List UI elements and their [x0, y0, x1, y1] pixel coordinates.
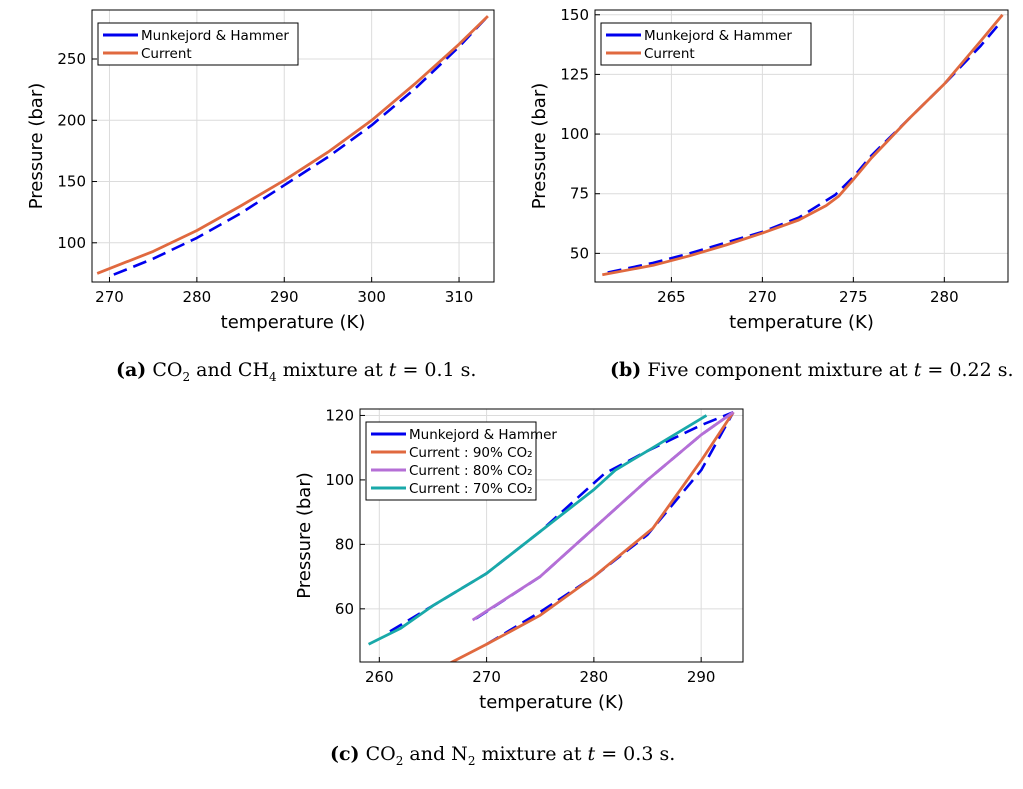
caption-a-pre: CO	[152, 359, 183, 381]
chart-a-legend-label-0: Munkejord & Hammer	[141, 28, 289, 44]
chart-a-frame	[91, 9, 495, 283]
chart-a-ytick-label-2: 200	[57, 111, 86, 129]
chart-a-xlabel: temperature (K)	[221, 312, 366, 333]
caption-c: (c) CO2 and N2 mixture at t = 0.3 s.	[330, 743, 675, 768]
chart-b-legend	[600, 22, 812, 66]
chart-c-legend-label-3: Current : 70% CO₂	[409, 481, 533, 497]
chart-c-xtick-label-1: 270	[472, 668, 501, 686]
chart-b-legend-label-0: Munkejord & Hammer	[644, 28, 792, 44]
chart-b-ytick-label-0: 50	[570, 244, 589, 262]
chart-a-ytick-label-1: 150	[57, 173, 86, 191]
caption-c-post: mixture at	[475, 743, 588, 765]
chart-c-svg: 260 270 280 290 60 80 100 120 temperature (K) Pre…	[294, 406, 744, 713]
chart-b-series-1	[602, 13, 1004, 277]
chart-c-legend-label-0: Munkejord & Hammer	[409, 427, 557, 443]
chart-panel-a: 270 280 290 300 310 100 150 200 250 temperature (…	[0, 0, 510, 345]
chart-b-series-0	[607, 23, 1000, 274]
chart-c-xtick-label-0: 260	[365, 668, 394, 686]
chart-c-xtick-label-3: 290	[687, 668, 716, 686]
chart-c-series-4	[471, 411, 735, 622]
chart-panel-b: 265 270 275 280 50 75 100 125 150 temperature (K)…	[515, 0, 1023, 345]
caption-a-eq: = 0.1 s.	[396, 359, 477, 381]
caption-b-pre: Five component mixture at	[647, 359, 914, 381]
chart-c-ytick-label-1: 80	[335, 535, 354, 553]
chart-a-xtick-label-4: 310	[445, 288, 474, 306]
chart-c-ytick-label-0: 60	[335, 600, 354, 618]
chart-b-ytick-label-2: 100	[560, 125, 589, 143]
chart-a-series-1	[96, 15, 489, 275]
chart-c-xtick-label-2: 280	[580, 668, 609, 686]
chart-a-ytick-label-3: 250	[57, 50, 86, 68]
caption-b-eq: = 0.22 s.	[921, 359, 1014, 381]
caption-c-sub1: 2	[395, 753, 404, 768]
chart-b-svg: 265 270 275 280 50 75 100 125 150 temperature (K)…	[529, 6, 1009, 333]
chart-b-frame	[594, 9, 1009, 283]
chart-a-series-0	[113, 15, 489, 276]
caption-b-tag: (b)	[610, 359, 642, 381]
chart-c-ytick-label-3: 120	[325, 406, 354, 424]
chart-b-legend-label-1: Current	[644, 46, 695, 62]
chart-a-legend	[97, 22, 299, 66]
chart-b-xtick-label-2: 275	[839, 288, 868, 306]
chart-a-xtick-label-1: 280	[183, 288, 212, 306]
chart-c-legend-label-2: Current : 80% CO₂	[409, 463, 533, 479]
chart-b-xtick-label-3: 280	[930, 288, 959, 306]
chart-b-xtick-label-0: 265	[657, 288, 686, 306]
caption-c-t: t	[587, 743, 596, 765]
caption-a-mid: and CH	[190, 359, 270, 381]
chart-a-ylabel: Pressure (bar)	[26, 83, 47, 209]
chart-b-ytick-label-4: 150	[560, 6, 589, 24]
caption-a-post: mixture at	[276, 359, 389, 381]
caption-c-mid: and N	[403, 743, 468, 765]
caption-a-tag: (a)	[116, 359, 147, 381]
caption-b: (b) Five component mixture at t = 0.22 s…	[610, 359, 1014, 381]
chart-a-legend-label-1: Current	[141, 46, 192, 62]
chart-c-ylabel: Pressure (bar)	[294, 472, 315, 598]
chart-a-xtick-label-3: 300	[357, 288, 386, 306]
caption-a: (a) CO2 and CH4 mixture at t = 0.1 s.	[116, 359, 476, 384]
chart-a-xtick-label-2: 290	[270, 288, 299, 306]
chart-a-svg: 270 280 290 300 310 100 150 200 250 temperature (…	[26, 9, 495, 333]
chart-c-ytick-label-2: 100	[325, 471, 354, 489]
chart-b-xtick-label-1: 270	[748, 288, 777, 306]
chart-c-series-3	[449, 411, 735, 662]
chart-b-ytick-label-3: 125	[560, 65, 589, 83]
caption-a-sub1: 2	[182, 369, 191, 384]
chart-a-ytick-label-0: 100	[57, 234, 86, 252]
caption-a-t: t	[388, 359, 397, 381]
chart-c-frame	[359, 408, 744, 663]
chart-c-legend-label-1: Current : 90% CO₂	[409, 445, 533, 461]
caption-c-pre: CO	[365, 743, 396, 765]
chart-c-xlabel: temperature (K)	[479, 692, 624, 713]
caption-c-tag: (c)	[330, 743, 360, 765]
chart-b-ytick-label-1: 75	[570, 185, 589, 203]
caption-a-sub2: 4	[269, 369, 277, 384]
chart-b-ylabel: Pressure (bar)	[529, 83, 550, 209]
caption-c-sub2: 2	[467, 753, 476, 768]
chart-c-series-5	[367, 414, 708, 646]
chart-b-xlabel: temperature (K)	[729, 312, 874, 333]
caption-c-eq: = 0.3 s.	[595, 743, 676, 765]
chart-panel-c: 260 270 280 290 60 80 100 120 temperature (K) Pre…	[270, 395, 760, 725]
caption-b-t: t	[913, 359, 922, 381]
chart-a-xtick-label-0: 270	[95, 288, 124, 306]
